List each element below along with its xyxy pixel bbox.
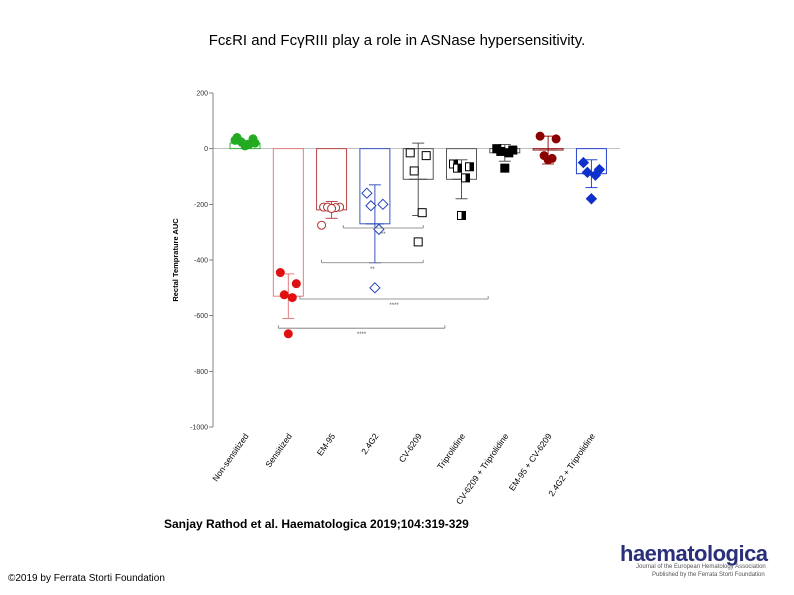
data-point [500,163,510,173]
significance-bracket: **** [277,325,446,338]
y-tick-label: 0 [204,146,208,153]
y-tick-label: -800 [194,369,208,376]
data-point [327,204,337,214]
data-point [405,148,415,158]
data-point [250,138,260,148]
data-point [287,293,297,303]
data-point [465,162,474,172]
data-point [240,141,250,151]
data-point [369,282,381,294]
category-label: Triprolidine [435,431,467,471]
data-point [496,146,506,156]
data-point [365,200,377,212]
significance-label: ** [370,267,375,273]
category-label: EM-95 [315,431,338,457]
data-point [457,210,466,220]
y-tick-label: 200 [196,91,208,98]
chart-title: FcεRI and FcγRIII play a role in ASNase … [208,32,586,49]
significance-label: ** [381,232,386,238]
data-point [291,279,301,289]
data-point [581,166,594,179]
category-label: 2.4G2 [359,431,381,456]
y-tick-label: -600 [194,313,208,320]
category-label: Non-sensitized [210,431,251,483]
category-label: 2.4G2 + Triprolidine [546,431,597,498]
y-axis-label: Rectal Temprature AUC [171,218,180,302]
data-points [230,131,606,339]
significance-bracket: ** [321,259,424,273]
data-point [453,163,462,173]
logo-wordmark: haematologica [620,541,768,566]
data-point [283,329,293,339]
data-point [551,134,561,144]
significance-label: **** [389,303,399,309]
data-point [421,151,431,161]
significance-brackets: ************ [277,224,489,338]
category-label: EM-95 + CV-6209 [507,431,554,492]
data-point [361,187,373,199]
significance-bracket: ** [342,224,424,238]
data-point [543,155,553,165]
data-point [413,237,423,247]
citation: Sanjay Rathod et al. Haematologica 2019;… [164,517,469,531]
y-tick-label: -200 [194,202,208,209]
data-point [577,156,590,169]
logo-subtitle: Journal of the European Hematology Assoc… [636,564,766,570]
data-point [585,193,598,205]
copyright: ©2019 by Ferrata Storti Foundation [8,573,165,584]
data-point [377,198,389,211]
data-point [535,131,545,141]
data-point [317,220,327,230]
data-point [461,173,470,183]
data-point [589,169,602,181]
y-tick-label: -1000 [190,425,208,432]
data-point [417,208,427,218]
logo-publisher: Published by the Ferrata Storti Foundati… [652,572,765,578]
journal-logo[interactable]: haematologica Journal of the European He… [600,541,780,581]
significance-label: **** [357,332,367,338]
data-point-fill [457,164,462,173]
data-point [504,148,514,158]
bar [316,148,348,211]
data-point [230,135,240,145]
data-point [279,290,289,300]
y-tick-label: -400 [194,258,208,265]
data-point-fill [465,173,470,182]
category-labels: Non-sensitized Sensitized EM-95 2.4G2 CV-620… [210,431,597,506]
data-point [275,268,285,278]
data-point-fill [469,162,474,171]
data-point [409,166,419,176]
significance-bracket: **** [299,295,489,309]
category-label: Sensitized [263,431,294,469]
data-point-fill [461,211,466,220]
category-label: CV-6209 [397,431,424,464]
